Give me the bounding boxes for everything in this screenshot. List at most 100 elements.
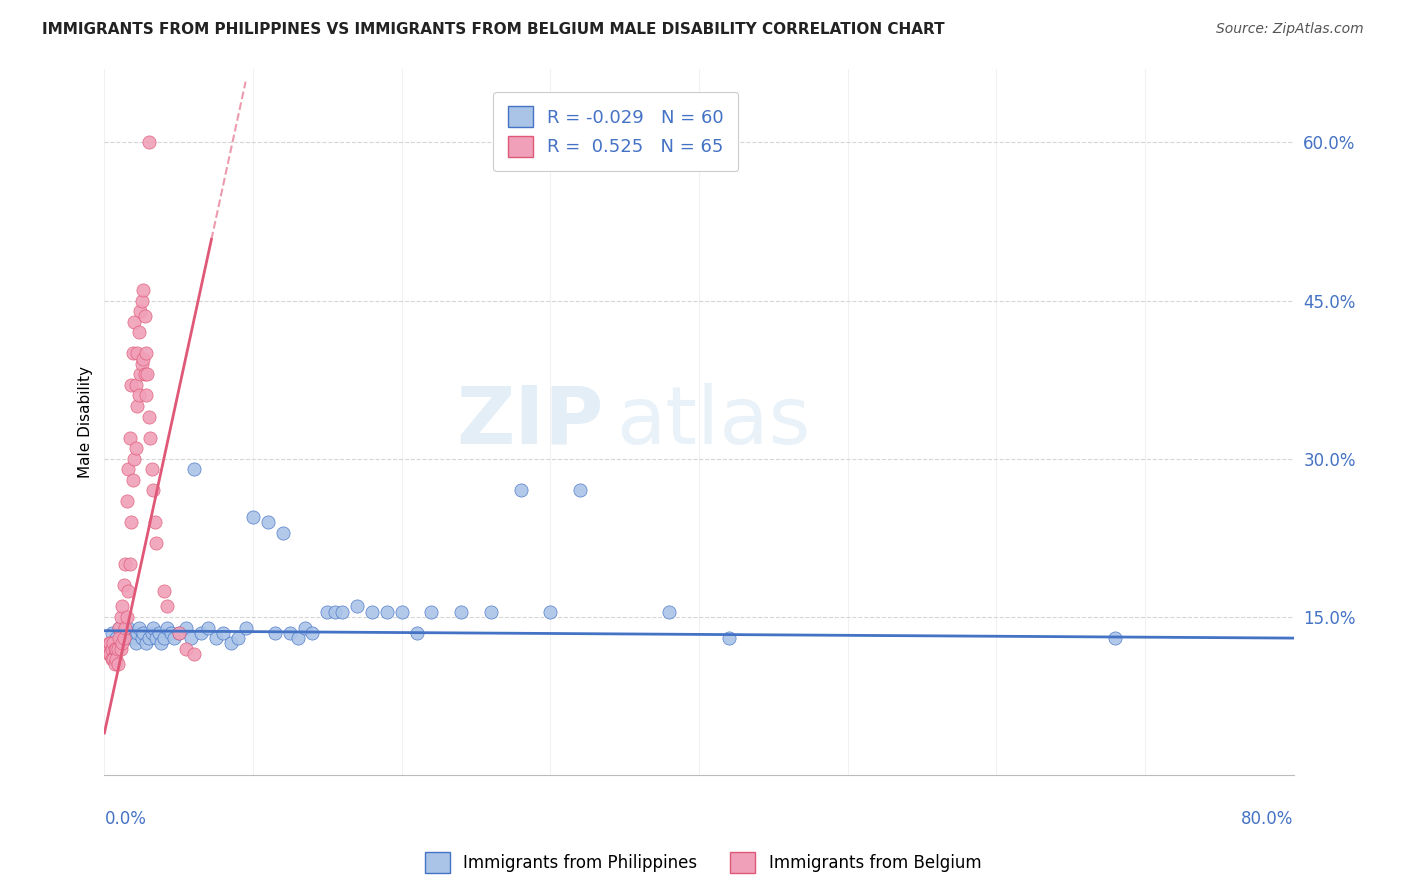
Point: [107, 657, 129, 672]
Point: [115, 494, 138, 508]
Point: [538, 605, 561, 619]
Point: [148, 625, 170, 640]
Point: [278, 625, 301, 640]
Point: [346, 599, 368, 614]
Point: [132, 351, 155, 366]
Point: [294, 621, 316, 635]
Point: [107, 641, 129, 656]
Legend: Immigrants from Philippines, Immigrants from Belgium: Immigrants from Philippines, Immigrants …: [418, 846, 988, 880]
Point: [115, 610, 138, 624]
Point: [156, 621, 179, 635]
Point: [509, 483, 531, 498]
Point: [124, 442, 146, 456]
Text: atlas: atlas: [616, 383, 810, 461]
Point: [112, 578, 135, 592]
Point: [167, 625, 190, 640]
Point: [110, 610, 132, 624]
Point: [122, 451, 145, 466]
Point: [131, 293, 153, 308]
Point: [153, 583, 176, 598]
Point: [134, 368, 156, 382]
Point: [111, 599, 134, 614]
Point: [212, 625, 235, 640]
Point: [163, 631, 186, 645]
Text: IMMIGRANTS FROM PHILIPPINES VS IMMIGRANTS FROM BELGIUM MALE DISABILITY CORRELATI: IMMIGRANTS FROM PHILIPPINES VS IMMIGRANT…: [42, 22, 945, 37]
Point: [111, 636, 134, 650]
Point: [141, 625, 163, 640]
Point: [98, 636, 121, 650]
Point: [257, 515, 280, 529]
Point: [129, 368, 152, 382]
Point: [142, 621, 165, 635]
Y-axis label: Male Disability: Male Disability: [79, 366, 93, 478]
Point: [128, 621, 150, 635]
Point: [450, 605, 472, 619]
Point: [405, 625, 427, 640]
Point: [174, 621, 197, 635]
Point: [391, 605, 413, 619]
Point: [142, 483, 165, 498]
Point: [183, 462, 205, 476]
Point: [118, 558, 141, 572]
Point: [117, 621, 139, 635]
Point: [135, 388, 157, 402]
Point: [103, 652, 125, 666]
Point: [108, 621, 131, 635]
Text: ZIP: ZIP: [457, 383, 603, 461]
Point: [105, 631, 128, 645]
Point: [479, 605, 502, 619]
Point: [103, 636, 125, 650]
Point: [226, 631, 249, 645]
Point: [127, 346, 149, 360]
Point: [98, 647, 121, 661]
Point: [110, 641, 132, 656]
Point: [114, 621, 136, 635]
Point: [183, 647, 205, 661]
Point: [569, 483, 592, 498]
Point: [287, 631, 309, 645]
Point: [160, 625, 183, 640]
Point: [153, 631, 176, 645]
Point: [190, 625, 212, 640]
Point: [658, 605, 681, 619]
Point: [96, 641, 118, 656]
Point: [145, 631, 167, 645]
Point: [138, 136, 160, 150]
Point: [316, 605, 339, 619]
Point: [118, 431, 141, 445]
Point: [101, 641, 124, 656]
Point: [117, 462, 139, 476]
Point: [117, 583, 139, 598]
Point: [134, 310, 156, 324]
Point: [174, 641, 197, 656]
Point: [143, 515, 166, 529]
Point: [132, 625, 155, 640]
Point: [120, 625, 142, 640]
Text: 80.0%: 80.0%: [1241, 810, 1294, 828]
Point: [149, 636, 172, 650]
Point: [104, 657, 127, 672]
Point: [122, 315, 145, 329]
Point: [136, 368, 159, 382]
Point: [108, 621, 131, 635]
Point: [180, 631, 202, 645]
Point: [105, 652, 128, 666]
Point: [156, 599, 179, 614]
Point: [141, 462, 163, 476]
Point: [101, 652, 124, 666]
Point: [104, 641, 127, 656]
Point: [108, 631, 131, 645]
Point: [124, 636, 146, 650]
Point: [131, 357, 153, 371]
Point: [330, 605, 353, 619]
Point: [138, 409, 160, 424]
Point: [197, 621, 219, 635]
Point: [375, 605, 398, 619]
Point: [111, 625, 134, 640]
Point: [128, 388, 150, 402]
Point: [264, 625, 287, 640]
Point: [128, 325, 150, 339]
Point: [271, 525, 294, 540]
Point: [138, 631, 160, 645]
Point: [135, 346, 157, 360]
